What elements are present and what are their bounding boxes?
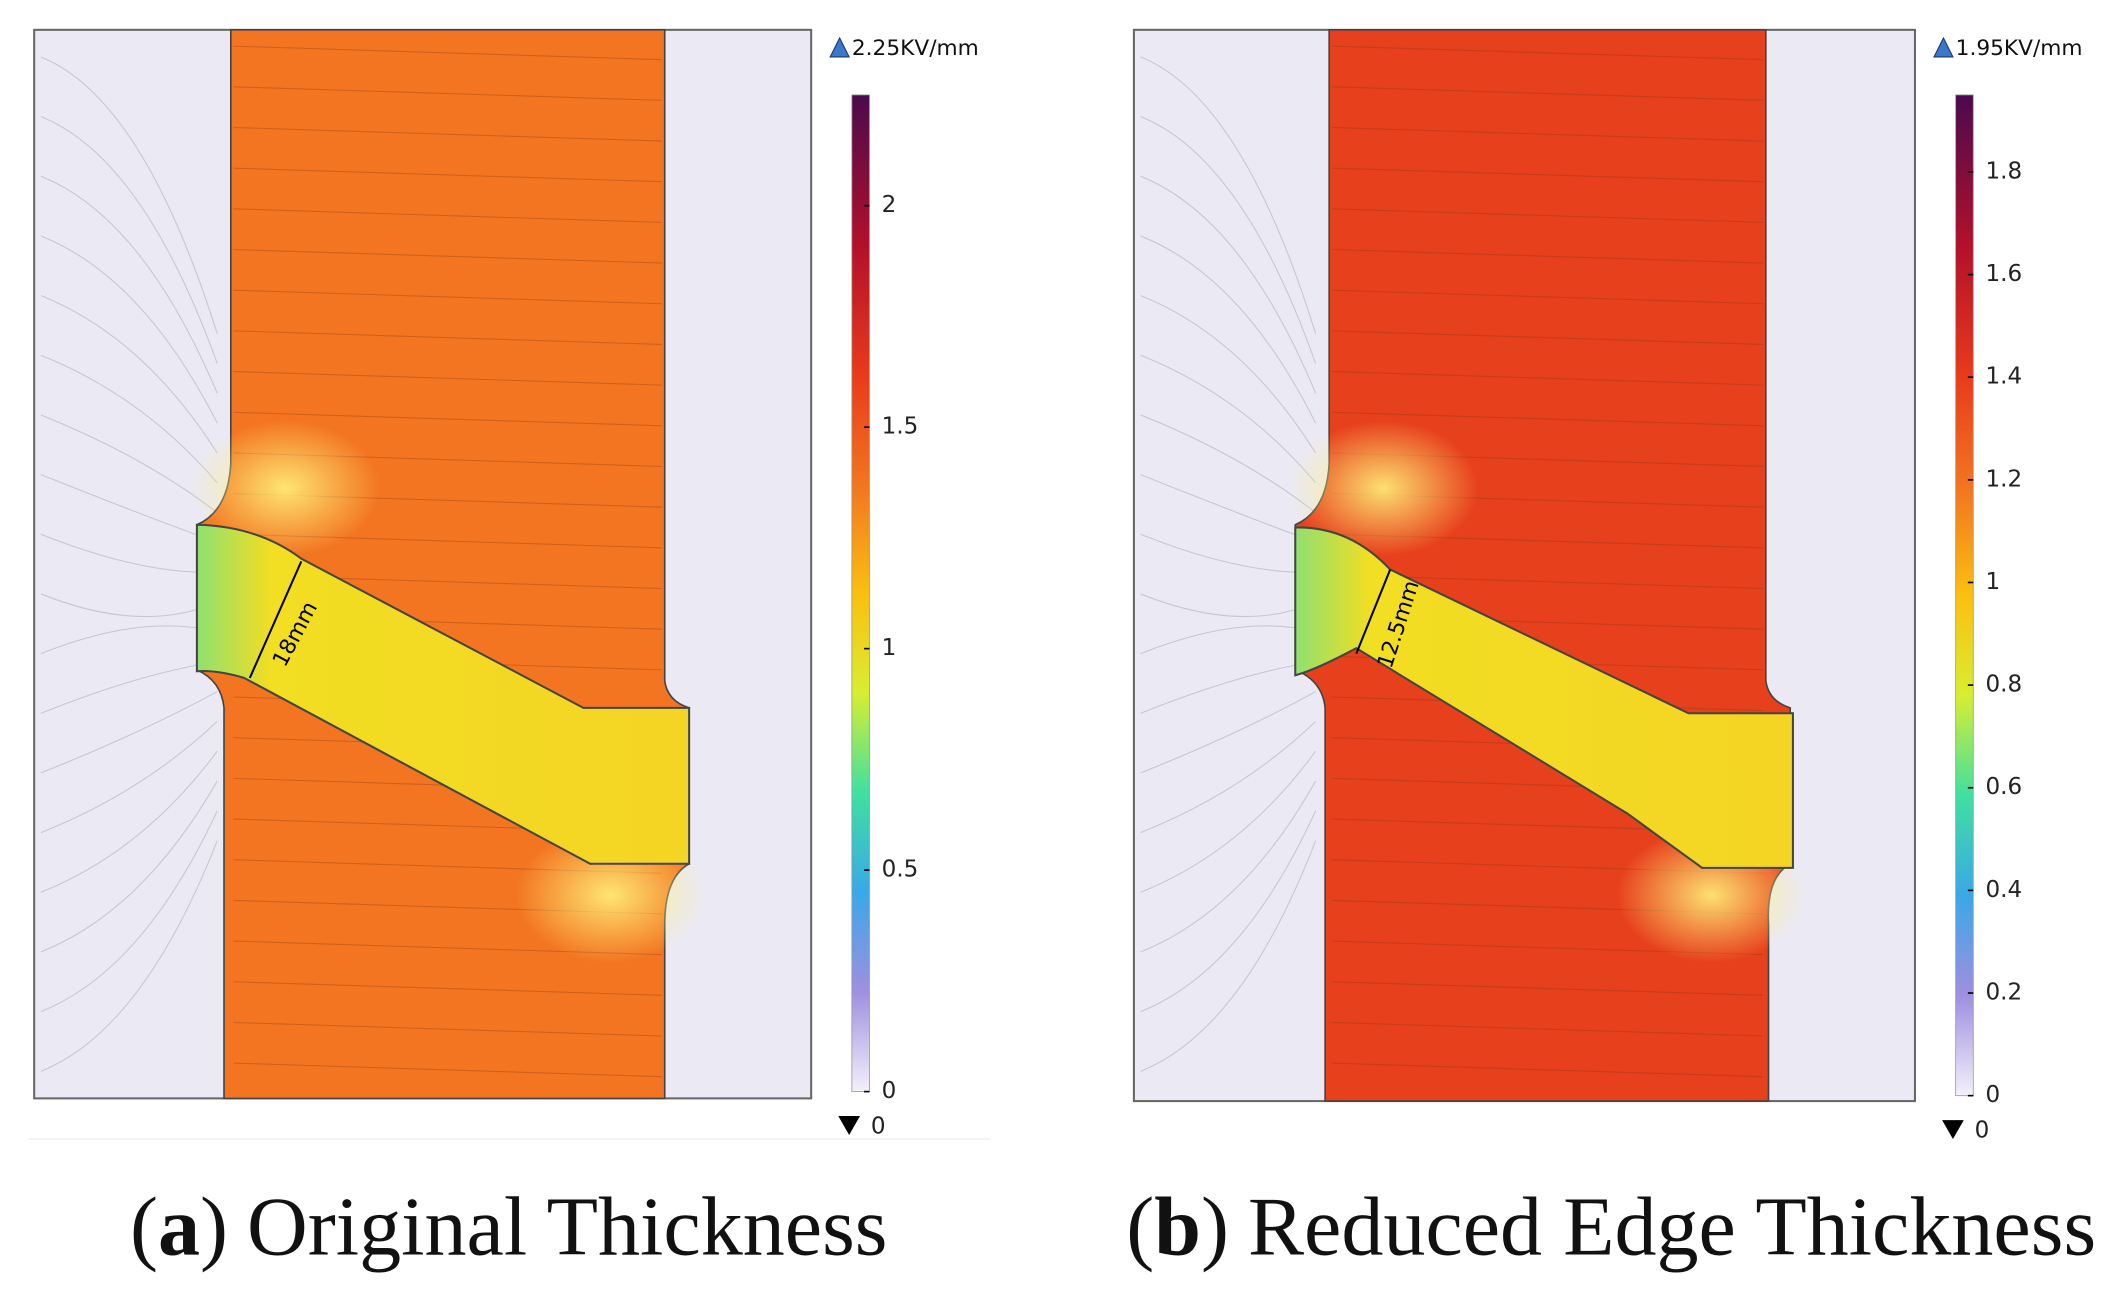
field-line [233,1062,663,1078]
air-streamline [40,56,218,334]
field-line [233,411,663,427]
field-line [1331,167,1764,183]
field-line [233,167,663,183]
colorbar-tick-label: 0.4 [1985,877,2022,903]
field-line [233,126,663,142]
air-streamline [1140,721,1316,834]
colorbar [1955,94,1974,1097]
air-streamline [40,721,218,834]
colorbar [851,94,870,1093]
colorbar-tick-label: 2 [882,192,897,218]
air-streamline [1140,750,1317,893]
air-streamline [1140,175,1317,394]
air-streamline [1140,116,1317,364]
caption: (a) Original Thickness [130,1180,887,1273]
colorbar-tick-label: 1.8 [1985,158,2022,184]
min-marker [1942,1120,1964,1140]
field-line [1331,289,1764,305]
field-line [1331,1062,1764,1078]
field-line [233,371,663,386]
min-label: 0 [1975,1117,1990,1143]
field-line [1331,981,1764,996]
air-streamline [40,116,218,364]
field-line [233,289,663,305]
air-streamline [40,691,218,774]
field-line [1331,45,1764,61]
field-line [233,86,663,101]
max-label: 2.25KV/mm [852,36,979,61]
air-streamline [40,175,218,394]
caption-open: ( [1126,1180,1154,1273]
colorbar-tick-label: 0.5 [882,857,919,883]
field-line [233,208,663,223]
caption-label: a [158,1180,200,1273]
caption-text: Original Thickness [247,1180,887,1273]
field-line [1331,248,1764,264]
colorbar-tick-label: 1.5 [882,414,919,440]
caption-close: ) [1201,1180,1229,1273]
field-line [1331,411,1764,427]
air-streamline [40,810,218,1013]
caption-label: b [1154,1180,1201,1273]
colorbar-tick-label: 1.2 [1985,466,2022,492]
air-streamline [1140,840,1317,1072]
air-streamline [1140,780,1317,953]
dimension-arrow [1355,569,1392,654]
field-line [233,981,663,996]
max-marker [1933,36,1954,58]
air-streamline [1140,810,1317,1013]
caption-text: Reduced Edge Thickness [1248,1180,2096,1273]
field-line [1331,1021,1764,1037]
air-streamline [40,780,218,953]
caption-open: ( [130,1180,158,1273]
field-line [1331,330,1764,345]
max-marker [829,36,851,58]
colorbar-tick-label: 0 [882,1078,897,1104]
colorbar-tick-label: 0 [1985,1082,2000,1108]
air-streamline [1140,295,1317,454]
field-line [233,248,663,264]
air-streamline [40,750,218,893]
field-line [233,45,663,61]
field-line [1331,86,1764,101]
caption: (b) Reduced Edge Thickness [1126,1180,2096,1273]
max-label: 1.95KV/mm [1956,36,2083,61]
hot-spot [1288,420,1479,556]
colorbar-tick-label: 0.2 [1985,980,2022,1006]
colorbar-tick-label: 1 [882,635,897,661]
insulator [1294,526,1794,869]
colorbar-tick-label: 0.8 [1985,672,2022,698]
air-streamline [40,295,218,454]
dimension-arrow [248,560,303,679]
field-line [233,1021,663,1037]
air-streamline [1140,235,1317,424]
caption-close: ) [200,1180,228,1273]
air-streamline [1140,691,1316,774]
air-streamline [1140,56,1317,334]
field-line [1331,371,1764,386]
min-marker [838,1116,860,1135]
insulator [195,523,691,865]
panel: 12.5mm00.20.40.60.811.21.41.61.81.95KV/m… [1126,28,2096,1273]
air-streamline [40,235,218,424]
colorbar-tick-label: 0.6 [1985,774,2022,800]
colorbar-tick-label: 1.6 [1985,261,2022,287]
min-label: 0 [871,1113,886,1139]
air-streamline [40,840,218,1072]
field-line [1331,126,1764,142]
colorbar-tick-label: 1 [1985,569,2000,595]
field-line [233,330,663,345]
field-line [1331,208,1764,223]
colorbar-tick-label: 1.4 [1985,364,2022,390]
hot-spot [190,420,380,556]
